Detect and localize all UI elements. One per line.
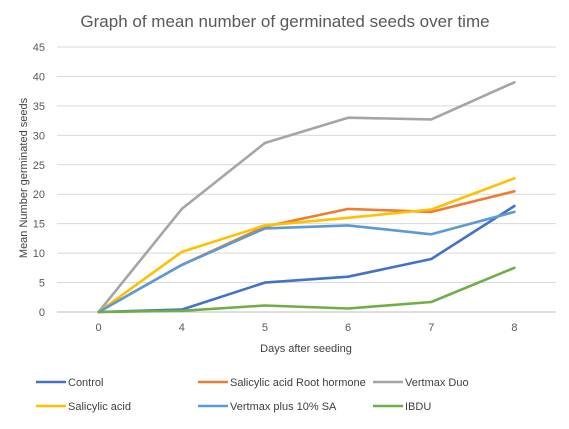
y-tick-label: 10 bbox=[33, 248, 45, 260]
x-tick-label: 8 bbox=[511, 322, 517, 334]
legend-item: Control bbox=[36, 377, 103, 389]
x-tick-label: 7 bbox=[428, 322, 434, 334]
series-line-4 bbox=[97, 210, 516, 314]
legend-label: Control bbox=[68, 377, 103, 389]
y-tick-label: 45 bbox=[33, 42, 45, 54]
legend: Control Salicylic acid Root hormone Vertma… bbox=[36, 377, 469, 413]
legend-item: Vertmax plus 10% SA bbox=[198, 401, 337, 413]
legend-label: Vertmax plus 10% SA bbox=[230, 401, 337, 413]
legend-item: Vertmax Duo bbox=[373, 377, 469, 389]
legend-item: IBDU bbox=[373, 401, 431, 413]
x-axis-ticks: 0 4 5 6 7 8 bbox=[96, 322, 518, 334]
series-line-2 bbox=[97, 81, 516, 314]
legend-item: Salicylic acid Root hormone bbox=[198, 377, 366, 389]
y-tick-label: 30 bbox=[33, 130, 45, 142]
legend-label: IBDU bbox=[405, 401, 431, 413]
x-tick-label: 6 bbox=[345, 322, 351, 334]
series-lines bbox=[97, 81, 516, 314]
y-tick-label: 25 bbox=[33, 160, 45, 172]
series-line-5 bbox=[97, 266, 516, 314]
y-tick-label: 0 bbox=[39, 307, 45, 319]
chart-title: Graph of mean number of germinated seeds… bbox=[80, 12, 489, 31]
y-axis-label: Mean Number germinated seeds bbox=[18, 97, 30, 258]
y-axis-ticks: 0 5 10 15 20 25 30 35 40 45 bbox=[33, 42, 45, 319]
legend-label: Salicylic acid bbox=[68, 401, 131, 413]
y-tick-label: 35 bbox=[33, 101, 45, 113]
y-tick-label: 15 bbox=[33, 219, 45, 231]
y-tick-label: 40 bbox=[33, 71, 45, 83]
legend-label: Vertmax Duo bbox=[405, 377, 469, 389]
x-tick-label: 5 bbox=[262, 322, 268, 334]
x-tick-label: 4 bbox=[179, 322, 185, 334]
legend-item: Salicylic acid bbox=[36, 401, 131, 413]
legend-label: Salicylic acid Root hormone bbox=[230, 377, 366, 389]
series-line-3 bbox=[97, 177, 516, 314]
y-tick-label: 5 bbox=[39, 278, 45, 290]
x-axis-label: Days after seeding bbox=[260, 343, 352, 355]
y-tick-label: 20 bbox=[33, 189, 45, 201]
x-tick-label: 0 bbox=[96, 322, 102, 334]
